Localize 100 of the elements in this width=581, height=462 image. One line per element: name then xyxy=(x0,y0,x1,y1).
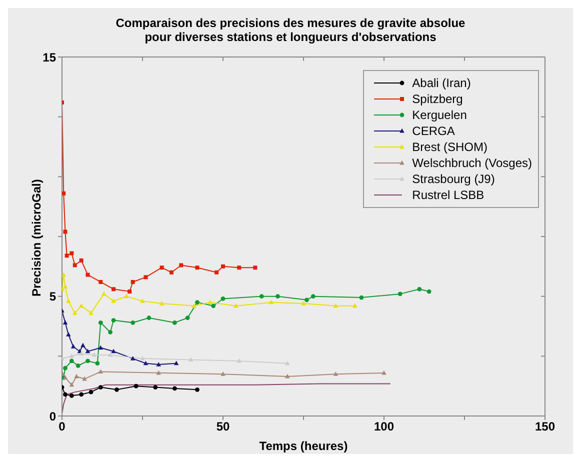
point xyxy=(95,361,100,366)
y-tick-label: 5 xyxy=(49,290,56,304)
legend-label: Abali (Iran) xyxy=(412,76,471,90)
point xyxy=(79,258,84,262)
legend-label: Strasbourg (J9) xyxy=(412,172,495,186)
point xyxy=(140,356,145,360)
legend-label: Rustrel LSBB xyxy=(412,188,484,202)
point xyxy=(63,392,68,397)
point xyxy=(208,300,213,304)
point xyxy=(64,254,69,258)
point xyxy=(382,370,386,375)
point xyxy=(146,316,152,320)
point xyxy=(72,310,78,315)
point xyxy=(63,366,68,370)
point xyxy=(276,294,280,299)
point xyxy=(79,392,84,397)
point xyxy=(159,300,164,306)
point xyxy=(195,266,200,270)
point xyxy=(236,358,242,363)
point xyxy=(134,384,138,388)
point xyxy=(111,348,116,354)
point xyxy=(160,266,164,270)
point xyxy=(220,296,226,301)
point xyxy=(192,303,196,308)
point xyxy=(188,357,194,362)
x-axis-title: Temps (heures) xyxy=(259,439,348,453)
x-tick-label: 0 xyxy=(58,420,66,434)
point xyxy=(172,386,177,391)
point xyxy=(78,351,84,356)
line-series xyxy=(62,383,391,414)
point xyxy=(169,270,174,274)
point xyxy=(398,292,402,296)
point xyxy=(62,191,66,196)
point xyxy=(143,360,148,366)
point xyxy=(130,320,136,325)
point xyxy=(92,352,97,357)
legend-label: CERGA xyxy=(412,124,455,138)
point xyxy=(268,300,274,304)
chart-title: Comparaison des precisions des mesures de gravite absolue pour diverses stations et longueurs d'observations xyxy=(114,16,466,44)
point xyxy=(86,358,90,364)
point xyxy=(211,304,216,308)
point xyxy=(80,342,86,348)
point xyxy=(62,272,66,277)
legend-label: Spitzberg xyxy=(412,92,463,106)
point xyxy=(69,354,74,358)
point xyxy=(310,294,316,299)
point xyxy=(426,289,432,294)
point xyxy=(333,372,338,376)
point xyxy=(66,298,71,303)
point xyxy=(62,284,68,289)
point xyxy=(70,344,76,348)
legend-label: Welschbruch (Vosges) xyxy=(412,156,532,170)
point xyxy=(62,320,68,324)
legend-label: Kerguelen xyxy=(412,108,467,122)
point xyxy=(111,318,116,322)
point xyxy=(112,287,116,292)
point xyxy=(98,385,103,390)
point xyxy=(69,393,74,398)
point xyxy=(76,364,80,368)
y-axis-title: Precision (microGal) xyxy=(29,179,44,296)
point xyxy=(233,303,238,308)
point xyxy=(128,290,132,294)
point xyxy=(98,280,103,284)
point xyxy=(98,369,104,374)
point xyxy=(130,280,135,284)
point xyxy=(153,385,158,390)
point xyxy=(174,360,179,366)
point xyxy=(172,320,177,325)
point xyxy=(253,266,258,270)
point xyxy=(417,286,422,292)
point xyxy=(108,352,113,357)
point xyxy=(111,298,116,303)
point xyxy=(130,356,136,360)
point xyxy=(195,387,200,392)
y-tick-label: 0 xyxy=(49,409,56,424)
point xyxy=(359,295,364,300)
point xyxy=(69,358,74,364)
point xyxy=(156,362,161,366)
point xyxy=(98,345,104,350)
point xyxy=(195,300,200,305)
point xyxy=(259,294,264,299)
point xyxy=(285,360,290,366)
point xyxy=(304,298,309,302)
point xyxy=(285,374,290,378)
point xyxy=(220,372,226,376)
point xyxy=(144,275,148,280)
point xyxy=(179,263,184,268)
point xyxy=(74,374,79,378)
legend-label: Brest (SHOM) xyxy=(412,140,488,154)
point xyxy=(114,387,119,392)
x-tick-label: 150 xyxy=(534,420,556,434)
point xyxy=(70,251,74,256)
point xyxy=(78,303,84,308)
point xyxy=(86,272,90,277)
point xyxy=(88,310,94,315)
point xyxy=(82,376,87,381)
y-tick-label: 15 xyxy=(42,50,56,64)
point xyxy=(98,320,103,325)
point xyxy=(69,382,74,387)
point xyxy=(237,266,242,270)
